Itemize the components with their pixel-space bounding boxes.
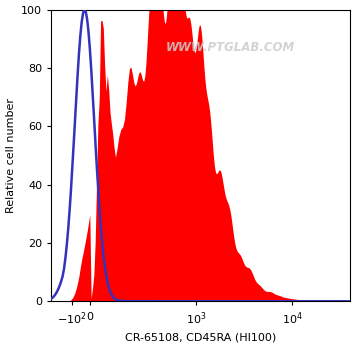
X-axis label: CR-65108, CD45RA (HI100): CR-65108, CD45RA (HI100) — [125, 332, 276, 342]
Text: WWW.PTGLAB.COM: WWW.PTGLAB.COM — [166, 41, 295, 54]
Y-axis label: Relative cell number: Relative cell number — [6, 98, 16, 213]
